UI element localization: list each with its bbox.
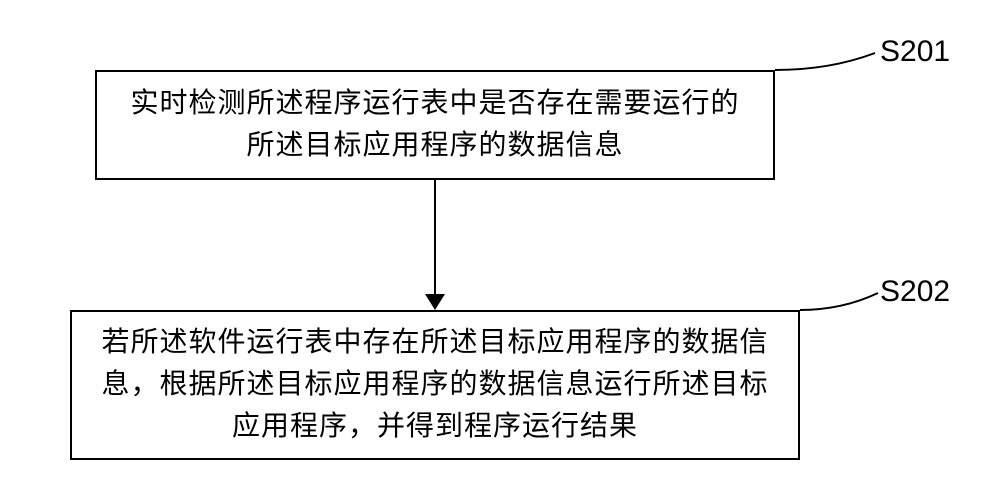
callout-curve-s202 — [800, 278, 885, 318]
callout-curve-s201 — [775, 35, 885, 75]
step-label-s202: S202 — [880, 275, 950, 309]
connector-line — [434, 180, 436, 298]
arrow-head-down — [425, 294, 445, 310]
node-text: 实时检测所述程序运行表中是否存在需要运行的所述目标应用程序的数据信息 — [125, 83, 745, 167]
flowchart-node-s202: 若所述软件运行表中存在所述目标应用程序的数据信息，根据所述目标应用程序的数据信息… — [70, 310, 800, 460]
node-text: 若所述软件运行表中存在所述目标应用程序的数据信息，根据所述目标应用程序的数据信息… — [100, 322, 770, 448]
step-label-s201: S201 — [880, 35, 950, 69]
flowchart-node-s201: 实时检测所述程序运行表中是否存在需要运行的所述目标应用程序的数据信息 — [95, 70, 775, 180]
